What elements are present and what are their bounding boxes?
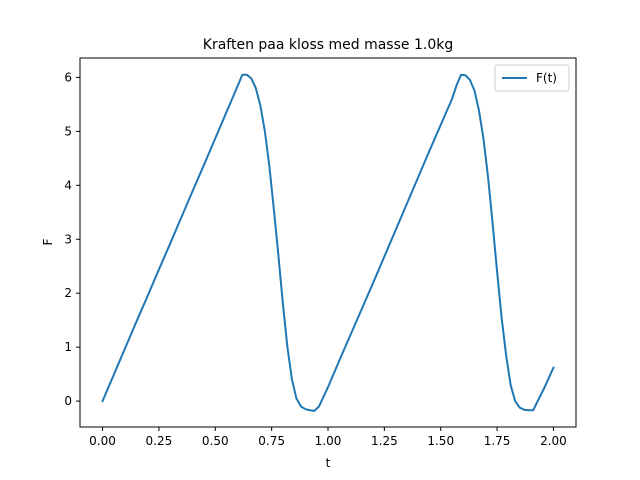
x-tick-label: 1.50 bbox=[427, 434, 454, 448]
x-tick-label: 1.00 bbox=[315, 434, 342, 448]
y-tick-label: 4 bbox=[64, 178, 72, 192]
y-axis: 0 1 2 3 4 5 6 bbox=[64, 70, 80, 408]
y-axis-label: F bbox=[41, 238, 55, 245]
x-tick-label: 1.75 bbox=[484, 434, 511, 448]
y-tick-label: 6 bbox=[64, 70, 72, 84]
y-tick-label: 0 bbox=[64, 394, 72, 408]
x-tick-label: 2.00 bbox=[540, 434, 567, 448]
legend: F(t) bbox=[494, 64, 570, 92]
x-axis: 0.00 0.25 0.50 0.75 1.00 1.25 1.50 1.75 2.00 bbox=[89, 427, 567, 448]
legend-label: F(t) bbox=[536, 71, 557, 85]
y-tick-label: 3 bbox=[64, 232, 72, 246]
y-tick-label: 5 bbox=[64, 124, 72, 138]
legend-box bbox=[494, 64, 570, 92]
y-tick-label: 2 bbox=[64, 286, 72, 300]
x-tick-label: 0.50 bbox=[202, 434, 229, 448]
x-axis-label: t bbox=[326, 456, 331, 470]
x-tick-label: 0.25 bbox=[146, 434, 173, 448]
x-tick-label: 1.25 bbox=[371, 434, 398, 448]
plot-area bbox=[101, 73, 555, 412]
x-tick-label: 0.75 bbox=[258, 434, 285, 448]
x-tick-label: 0.00 bbox=[89, 434, 116, 448]
y-tick-label: 1 bbox=[64, 340, 72, 354]
chart-title: Kraften paa kloss med masse 1.0kg bbox=[203, 37, 453, 53]
series-line-0 bbox=[101, 73, 555, 412]
